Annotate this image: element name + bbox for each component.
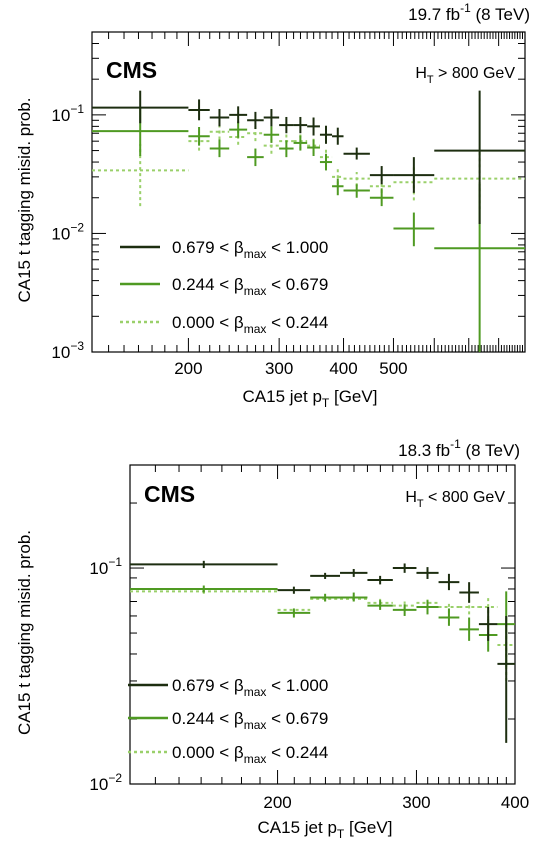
ht-cut-label: HT > 800 GeV bbox=[415, 65, 515, 86]
lumi-label: 18.3 fb-1 (8 TeV) bbox=[398, 437, 520, 460]
y-tick-label: 10−1 bbox=[51, 102, 84, 125]
legend-label-sub: max bbox=[244, 322, 267, 336]
y-tick-label: 10−1 bbox=[89, 555, 122, 578]
lumi-value: 19.7 fb bbox=[408, 5, 460, 24]
ht-cut-label: HT < 800 GeV bbox=[405, 489, 505, 510]
y-tick-label: 10−2 bbox=[89, 771, 122, 794]
y-tick-label-exp: −3 bbox=[70, 339, 84, 353]
series-light bbox=[92, 124, 525, 210]
cms-label: CMS bbox=[106, 57, 157, 83]
cms-label: CMS bbox=[144, 481, 195, 507]
series-mid bbox=[130, 585, 515, 667]
x-tick-label: 200 bbox=[174, 359, 202, 378]
x-tick-label: 400 bbox=[329, 359, 357, 378]
y-tick-label: 10−3 bbox=[51, 339, 84, 362]
x-tick-label: 200 bbox=[263, 793, 291, 812]
x-tick-label: 300 bbox=[265, 359, 293, 378]
ht-symbol: H bbox=[415, 65, 427, 82]
y-tick-label-exp: −2 bbox=[70, 220, 84, 234]
x-axis-label-unit: [GeV] bbox=[344, 818, 392, 837]
y-tick-label-exp: −1 bbox=[70, 102, 84, 116]
legend-label-low: 0.000 < β bbox=[172, 313, 244, 332]
energy-label: (8 TeV) bbox=[461, 441, 520, 460]
x-axis-label-main: CA15 jet p bbox=[243, 387, 322, 406]
legend-label-low: 0.000 < β bbox=[172, 743, 244, 762]
legend-label-low: 0.244 < β bbox=[172, 709, 244, 728]
legend-label-high: < 0.679 bbox=[266, 275, 328, 294]
legend-label-light: 0.000 < βmax < 0.244 bbox=[172, 743, 328, 766]
x-tick-label: 500 bbox=[379, 359, 407, 378]
legend-label-mid: 0.244 < βmax < 0.679 bbox=[172, 709, 328, 732]
x-axis-label-sub: T bbox=[337, 827, 345, 841]
series-light bbox=[130, 588, 515, 681]
lumi-exponent: -1 bbox=[450, 437, 461, 451]
legend-label-low: 0.679 < β bbox=[172, 238, 244, 257]
series-dark bbox=[130, 560, 515, 743]
legend-label-low: 0.679 < β bbox=[172, 676, 244, 695]
legend-label-low: 0.244 < β bbox=[172, 275, 244, 294]
legend-label-dark: 0.679 < βmax < 1.000 bbox=[172, 676, 328, 699]
x-tick-label: 400 bbox=[501, 793, 529, 812]
legend-label-high: < 0.679 bbox=[266, 709, 328, 728]
plot-frame bbox=[129, 464, 516, 785]
legend-label-sub: max bbox=[244, 247, 267, 261]
ht-subscript: T bbox=[417, 498, 424, 510]
legend-label-light: 0.000 < βmax < 0.244 bbox=[172, 313, 328, 336]
series-dark bbox=[92, 90, 525, 225]
lumi-label: 19.7 fb-1 (8 TeV) bbox=[408, 1, 530, 24]
energy-label: (8 TeV) bbox=[471, 5, 530, 24]
legend-label-high: < 1.000 bbox=[266, 676, 328, 695]
y-tick-label-base: 10 bbox=[89, 775, 108, 794]
y-tick-label-exp: −2 bbox=[108, 771, 122, 785]
ht-cut-value: < 800 GeV bbox=[424, 489, 506, 506]
y-tick-label-base: 10 bbox=[51, 224, 70, 243]
y-tick-label: 10−2 bbox=[51, 220, 84, 243]
y-tick-label-base: 10 bbox=[89, 559, 108, 578]
legend-label-high: < 0.244 bbox=[266, 313, 328, 332]
x-axis-label-sub: T bbox=[322, 396, 330, 410]
plot-data bbox=[130, 560, 515, 743]
x-axis-label: CA15 jet pT [GeV] bbox=[243, 387, 378, 410]
y-tick-label-base: 10 bbox=[51, 343, 70, 362]
y-axis-label: CA15 t tagging misid. prob. bbox=[15, 97, 34, 302]
plot-frame bbox=[91, 31, 526, 353]
lumi-exponent: -1 bbox=[460, 1, 471, 15]
ht-subscript: T bbox=[427, 74, 434, 86]
x-axis-label-unit: [GeV] bbox=[329, 387, 377, 406]
plot-data bbox=[92, 90, 525, 352]
x-tick-label: 300 bbox=[402, 793, 430, 812]
legend-label-sub: max bbox=[244, 718, 267, 732]
y-tick-label-base: 10 bbox=[51, 106, 70, 125]
y-tick-label-exp: −1 bbox=[108, 555, 122, 569]
x-axis-label: CA15 jet pT [GeV] bbox=[258, 818, 393, 841]
lumi-value: 18.3 fb bbox=[398, 441, 450, 460]
x-axis-label-main: CA15 jet p bbox=[258, 818, 337, 837]
legend-label-sub: max bbox=[244, 752, 267, 766]
legend-label-dark: 0.679 < βmax < 1.000 bbox=[172, 238, 328, 261]
y-axis-label: CA15 t tagging misid. prob. bbox=[15, 530, 34, 735]
legend-label-sub: max bbox=[244, 284, 267, 298]
legend-label-high: < 1.000 bbox=[266, 238, 328, 257]
legend-label-sub: max bbox=[244, 685, 267, 699]
legend-label-high: < 0.244 bbox=[266, 743, 328, 762]
ht-cut-value: > 800 GeV bbox=[434, 65, 516, 82]
legend-label-mid: 0.244 < βmax < 0.679 bbox=[172, 275, 328, 298]
ht-symbol: H bbox=[405, 489, 417, 506]
